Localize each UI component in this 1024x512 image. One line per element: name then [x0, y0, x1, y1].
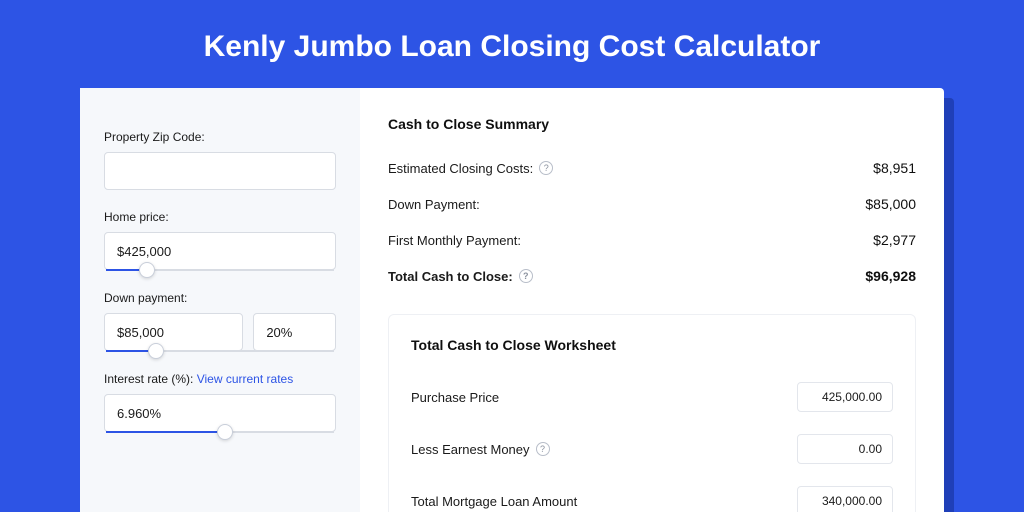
summary-row-label: Estimated Closing Costs:?	[388, 161, 553, 176]
worksheet-row-label-text: Purchase Price	[411, 390, 499, 405]
down-slider[interactable]	[106, 350, 334, 352]
summary-row: First Monthly Payment: $2,977	[388, 222, 916, 258]
price-input[interactable]	[104, 232, 336, 270]
rate-slider[interactable]	[106, 431, 334, 433]
card-container: Property Zip Code: Home price: Down paym…	[80, 88, 944, 512]
price-field: Home price:	[104, 210, 336, 271]
down-field: Down payment:	[104, 291, 336, 352]
down-slider-thumb[interactable]	[148, 343, 164, 359]
rate-label-text: Interest rate (%):	[104, 372, 193, 386]
summary-row-label: Total Cash to Close:?	[388, 269, 533, 284]
summary-row-label-text: Total Cash to Close:	[388, 269, 513, 284]
calculator-card: Property Zip Code: Home price: Down paym…	[80, 88, 944, 512]
rate-slider-fill	[106, 431, 225, 433]
summary-row: Total Cash to Close:? $96,928	[388, 258, 916, 294]
zip-label: Property Zip Code:	[104, 130, 336, 144]
down-percent-input[interactable]	[253, 313, 336, 351]
help-icon[interactable]: ?	[539, 161, 553, 175]
worksheet-row: Purchase Price 425,000.00	[411, 371, 893, 423]
summary-row-label: Down Payment:	[388, 197, 480, 212]
summary-row-value: $8,951	[873, 160, 916, 176]
worksheet-row-label: Purchase Price	[411, 390, 499, 405]
view-rates-link[interactable]: View current rates	[197, 372, 294, 386]
worksheet-row-value: 425,000.00	[797, 382, 893, 412]
zip-field: Property Zip Code:	[104, 130, 336, 190]
worksheet-row: Total Mortgage Loan Amount 340,000.00	[411, 475, 893, 512]
price-label: Home price:	[104, 210, 336, 224]
summary-row: Down Payment: $85,000	[388, 186, 916, 222]
page-title: Kenly Jumbo Loan Closing Cost Calculator	[0, 0, 1024, 88]
inputs-panel: Property Zip Code: Home price: Down paym…	[80, 88, 360, 512]
summary-row-label-text: Down Payment:	[388, 197, 480, 212]
summary-row-label: First Monthly Payment:	[388, 233, 521, 248]
worksheet-title: Total Cash to Close Worksheet	[411, 337, 893, 353]
summary-row-value: $85,000	[865, 196, 916, 212]
worksheet-card: Total Cash to Close Worksheet Purchase P…	[388, 314, 916, 512]
results-panel: Cash to Close Summary Estimated Closing …	[360, 88, 944, 512]
worksheet-row: Less Earnest Money? 0.00	[411, 423, 893, 475]
summary-rows: Estimated Closing Costs:? $8,951 Down Paym…	[388, 150, 916, 294]
rate-field: Interest rate (%): View current rates	[104, 372, 336, 433]
zip-input[interactable]	[104, 152, 336, 190]
price-slider-thumb[interactable]	[139, 262, 155, 278]
worksheet-row-value: 340,000.00	[797, 486, 893, 512]
price-slider[interactable]	[106, 269, 334, 271]
summary-row-value: $96,928	[865, 268, 916, 284]
summary-row-value: $2,977	[873, 232, 916, 248]
summary-row-label-text: Estimated Closing Costs:	[388, 161, 533, 176]
help-icon[interactable]: ?	[519, 269, 533, 283]
down-label: Down payment:	[104, 291, 336, 305]
down-amount-input[interactable]	[104, 313, 243, 351]
summary-title: Cash to Close Summary	[388, 116, 916, 132]
worksheet-row-label: Total Mortgage Loan Amount	[411, 494, 577, 509]
rate-slider-thumb[interactable]	[217, 424, 233, 440]
summary-row-label-text: First Monthly Payment:	[388, 233, 521, 248]
worksheet-row-label: Less Earnest Money?	[411, 442, 550, 457]
worksheet-row-value: 0.00	[797, 434, 893, 464]
worksheet-rows: Purchase Price 425,000.00 Less Earnest Mon…	[411, 371, 893, 512]
help-icon[interactable]: ?	[536, 442, 550, 456]
rate-label: Interest rate (%): View current rates	[104, 372, 336, 386]
worksheet-row-label-text: Less Earnest Money	[411, 442, 530, 457]
summary-row: Estimated Closing Costs:? $8,951	[388, 150, 916, 186]
worksheet-row-label-text: Total Mortgage Loan Amount	[411, 494, 577, 509]
